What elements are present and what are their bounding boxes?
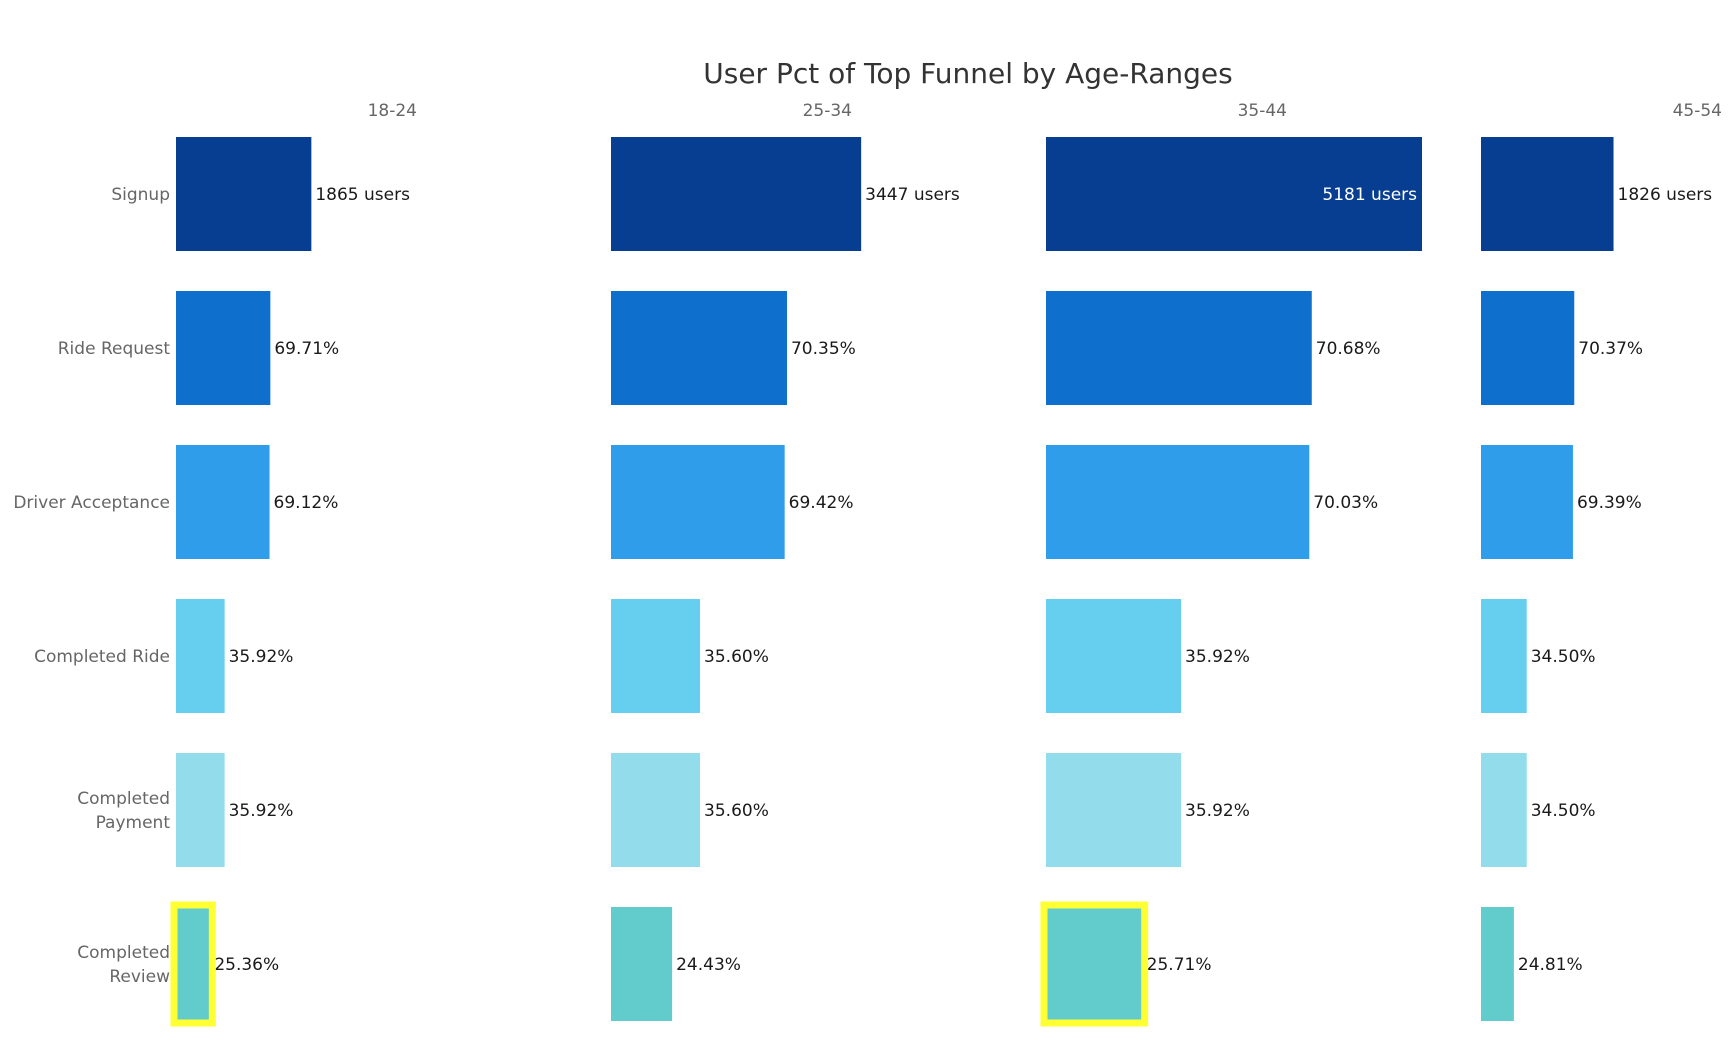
bar-35-44-stage-4[interactable] xyxy=(1046,753,1182,867)
value-label-45-54-stage-2: 69.39% xyxy=(1577,493,1642,513)
bar-18-24-stage-3[interactable] xyxy=(176,599,225,713)
value-label-45-54-stage-3: 34.50% xyxy=(1531,647,1596,667)
bar-25-34-stage-3[interactable] xyxy=(611,599,701,713)
value-label-25-34-stage-5: 24.43% xyxy=(676,955,741,975)
bar-45-54-stage-0[interactable] xyxy=(1481,137,1614,251)
value-label-25-34-stage-3: 35.60% xyxy=(704,647,769,667)
bar-45-54-stage-1[interactable] xyxy=(1481,291,1575,405)
panel-label-45-54: 45-54 xyxy=(1673,101,1722,121)
bar-18-24-stage-4[interactable] xyxy=(176,753,225,867)
bar-18-24-stage-1[interactable] xyxy=(176,291,271,405)
value-label-35-44-stage-2: 70.03% xyxy=(1313,493,1378,513)
bar-25-34-stage-5[interactable] xyxy=(611,907,673,1021)
value-label-35-44-stage-5: 25.71% xyxy=(1147,955,1212,975)
value-label-18-24-stage-3: 35.92% xyxy=(229,647,294,667)
value-label-35-44-stage-1: 70.68% xyxy=(1316,339,1381,359)
value-label-18-24-stage-2: 69.12% xyxy=(274,493,339,513)
panel-label-18-24: 18-24 xyxy=(368,101,417,121)
bar-45-54-stage-2[interactable] xyxy=(1481,445,1573,559)
bar-35-44-stage-3[interactable] xyxy=(1046,599,1182,713)
bar-18-24-stage-0[interactable] xyxy=(176,137,312,251)
highlight-35-44-stage-5 xyxy=(1040,901,1149,1027)
value-label-35-44-stage-3: 35.92% xyxy=(1185,647,1250,667)
bar-35-44-stage-5[interactable] xyxy=(1046,907,1143,1021)
highlight-18-24-stage-5 xyxy=(170,901,216,1027)
value-label-45-54-stage-4: 34.50% xyxy=(1531,801,1596,821)
bar-25-34-stage-1[interactable] xyxy=(611,291,787,405)
row-label-signup: Signup xyxy=(111,185,170,205)
bar-45-54-stage-5[interactable] xyxy=(1481,907,1514,1021)
bar-35-44-stage-0[interactable] xyxy=(1046,137,1422,251)
bar-25-34-stage-0[interactable] xyxy=(611,137,862,251)
value-label-25-34-stage-2: 69.42% xyxy=(789,493,854,513)
bar-18-24-stage-5[interactable] xyxy=(176,907,211,1021)
bar-45-54-stage-4[interactable] xyxy=(1481,753,1527,867)
value-label-45-54-stage-1: 70.37% xyxy=(1578,339,1643,359)
panel-label-35-44: 35-44 xyxy=(1238,101,1287,121)
value-label-25-34-stage-0: 3447 users xyxy=(865,185,960,205)
row-label-driver-acceptance: Driver Acceptance xyxy=(13,493,170,513)
value-label-35-44-stage-0: 5181 users xyxy=(1322,185,1417,205)
panel-label-25-34: 25-34 xyxy=(803,101,852,121)
chart-title: User Pct of Top Funnel by Age-Ranges xyxy=(703,57,1232,90)
value-label-18-24-stage-4: 35.92% xyxy=(229,801,294,821)
value-label-25-34-stage-4: 35.60% xyxy=(704,801,769,821)
row-label-completed-ride: Completed Ride xyxy=(34,647,170,667)
bar-35-44-stage-1[interactable] xyxy=(1046,291,1312,405)
bar-25-34-stage-4[interactable] xyxy=(611,753,701,867)
value-label-45-54-stage-0: 1826 users xyxy=(1618,185,1713,205)
bar-18-24-stage-2[interactable] xyxy=(176,445,270,559)
row-label-ride-request: Ride Request xyxy=(58,339,171,359)
value-label-18-24-stage-1: 69.71% xyxy=(274,339,339,359)
value-label-35-44-stage-4: 35.92% xyxy=(1185,801,1250,821)
row-label-completed-review: Completed Review xyxy=(77,943,170,987)
bar-25-34-stage-2[interactable] xyxy=(611,445,785,559)
bar-35-44-stage-2[interactable] xyxy=(1046,445,1310,559)
row-label-completed-payment: Completed Payment xyxy=(77,789,170,833)
value-label-45-54-stage-5: 24.81% xyxy=(1518,955,1583,975)
bar-45-54-stage-3[interactable] xyxy=(1481,599,1527,713)
value-label-18-24-stage-5: 25.36% xyxy=(214,955,279,975)
value-label-25-34-stage-1: 70.35% xyxy=(791,339,856,359)
value-label-18-24-stage-0: 1865 users xyxy=(315,185,410,205)
